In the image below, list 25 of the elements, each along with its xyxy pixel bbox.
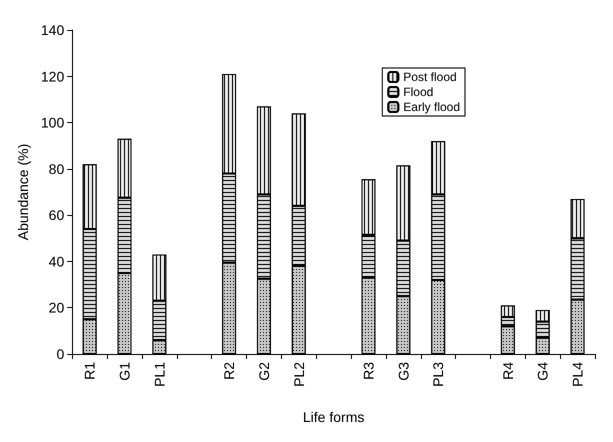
y-tick-label: 100 bbox=[40, 114, 64, 131]
y-tick-label: 40 bbox=[48, 253, 64, 270]
x-tick-label: R4 bbox=[500, 362, 516, 380]
y-tick-label: 20 bbox=[48, 300, 64, 316]
x-tick-label: G1 bbox=[116, 362, 133, 381]
x-tick-label: G4 bbox=[534, 362, 551, 381]
y-axis-title: Abundance (%) bbox=[15, 144, 31, 240]
legend-label: Early flood bbox=[403, 100, 460, 114]
x-tick-label: PL4 bbox=[570, 362, 586, 387]
x-tick-label: PL3 bbox=[430, 362, 446, 387]
legend-label: Post flood bbox=[403, 70, 457, 84]
y-tick-label: 0 bbox=[56, 346, 64, 362]
x-tick-label: R3 bbox=[360, 362, 376, 380]
y-tick-label: 60 bbox=[48, 207, 64, 224]
x-axis-title: Life forms bbox=[302, 409, 364, 425]
y-tick-label: 120 bbox=[40, 68, 64, 84]
x-tick-label: G3 bbox=[395, 362, 412, 381]
legend-label: Flood bbox=[403, 85, 434, 99]
y-tick-label: 80 bbox=[48, 160, 64, 177]
x-tick-label: PL1 bbox=[151, 362, 168, 387]
y-tick-label: 140 bbox=[40, 22, 64, 38]
x-tick-label: PL2 bbox=[290, 362, 307, 387]
x-tick-label: G2 bbox=[256, 362, 272, 381]
x-tick-label: R1 bbox=[82, 362, 98, 380]
x-tick-label: R2 bbox=[221, 362, 238, 380]
